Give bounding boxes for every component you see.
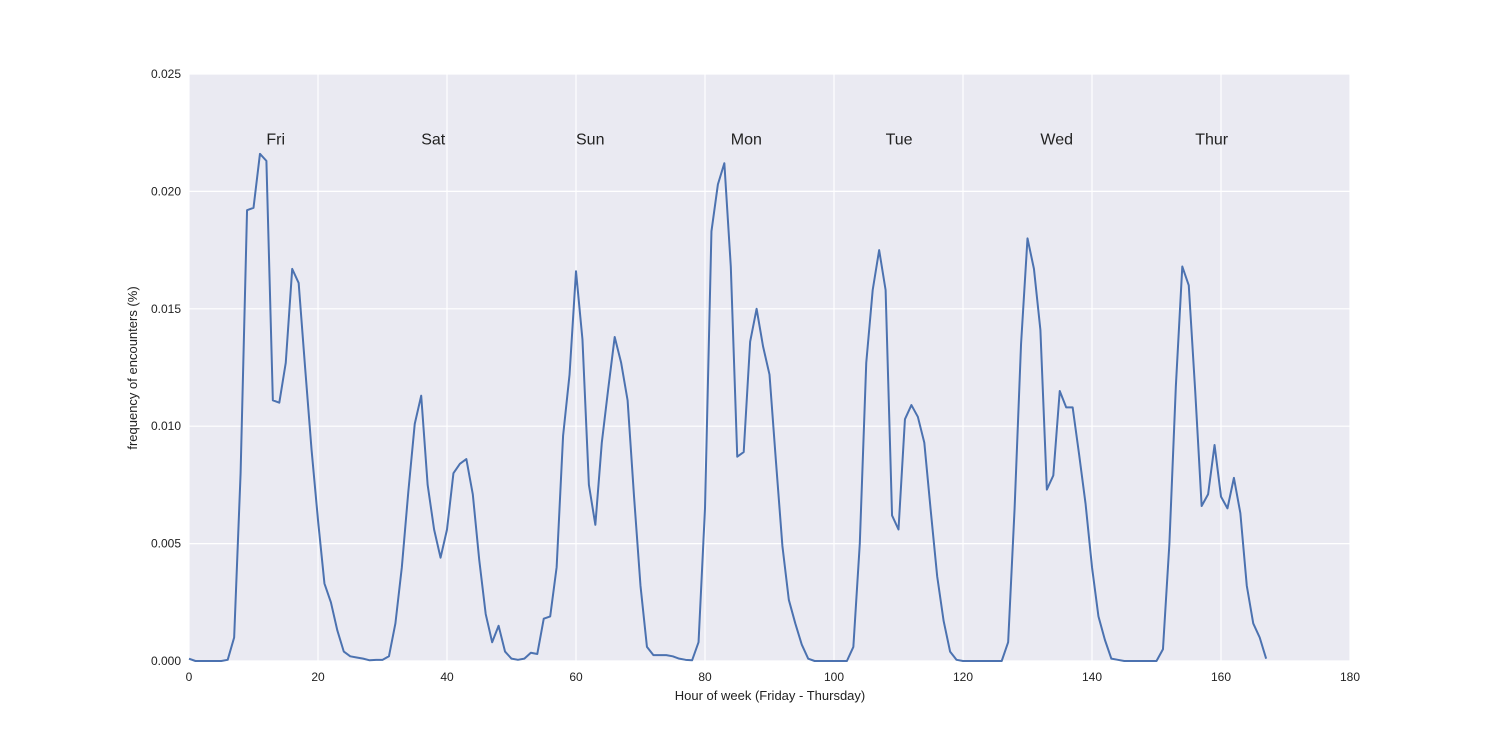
y-tick-label: 0.025: [151, 67, 181, 81]
day-annotation: Tue: [886, 131, 913, 148]
y-tick-label: 0.000: [151, 654, 181, 668]
day-annotation: Fri: [266, 131, 285, 148]
day-annotation: Mon: [731, 131, 762, 148]
day-annotation: Sun: [576, 131, 604, 148]
day-annotation: Wed: [1040, 131, 1073, 148]
x-axis-label: Hour of week (Friday - Thursday): [675, 688, 866, 703]
x-tick-label: 180: [1340, 670, 1360, 684]
day-annotation: Thur: [1195, 131, 1229, 148]
y-tick-label: 0.010: [151, 419, 181, 433]
x-tick-label: 40: [440, 670, 454, 684]
y-tick-label: 0.005: [151, 537, 181, 551]
x-tick-label: 140: [1082, 670, 1102, 684]
plot-area: [189, 74, 1350, 661]
x-tick-label: 100: [824, 670, 844, 684]
line-series: [188, 152, 1268, 662]
y-axis-label: frequency of encounters (%): [125, 286, 140, 449]
x-tick-label: 160: [1211, 670, 1231, 684]
x-tick-label: 80: [698, 670, 712, 684]
day-annotation: Sat: [421, 131, 446, 148]
x-tick-label: 20: [311, 670, 325, 684]
y-tick-label: 0.015: [151, 302, 181, 316]
x-tick-label: 0: [186, 670, 193, 684]
x-tick-label: 120: [953, 670, 973, 684]
x-tick-label: 60: [569, 670, 583, 684]
y-tick-label: 0.020: [151, 184, 181, 198]
